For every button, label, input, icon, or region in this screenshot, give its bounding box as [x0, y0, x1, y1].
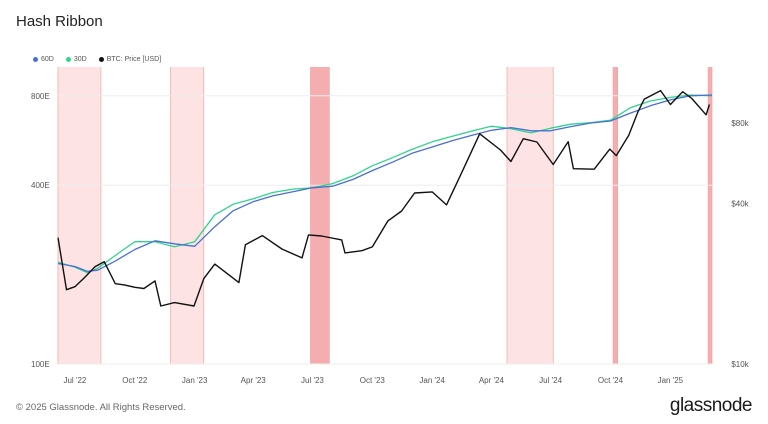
copyright-notice: © 2025 Glassnode. All Rights Reserved.	[16, 402, 186, 413]
legend-swatch-30d	[65, 57, 71, 62]
grid-lines	[58, 95, 712, 365]
legend-item-30d[interactable]: 30D	[65, 56, 87, 63]
legend-item-price[interactable]: BTC: Price [USD]	[98, 56, 162, 63]
x-tick-label-10: Jan '25	[658, 376, 684, 385]
x-tick-label-5: Oct '23	[360, 376, 386, 385]
legend-label-price: BTC: Price [USD]	[106, 56, 162, 63]
capitulation-band-0	[58, 67, 101, 364]
series-line-btc-price-usd	[57, 89, 711, 307]
y-left-tick-label-0: 100E	[31, 360, 50, 369]
capitulation-bands	[57, 67, 713, 364]
x-tick-label-4: Jul '23	[301, 376, 324, 385]
y-right-tick-label-2: $80k	[731, 119, 749, 128]
chart-legend: 60D 30D BTC: Price [USD]	[33, 56, 161, 63]
x-tick-label-1: Oct '22	[122, 376, 148, 385]
y-left-tick-label-2: 800E	[31, 92, 50, 101]
capitulation-band-4	[613, 67, 618, 364]
capitulation-band-3	[507, 67, 554, 364]
x-tick-label-3: Apr '23	[241, 376, 267, 385]
x-tick-label-7: Apr '24	[479, 376, 505, 385]
x-tick-label-0: Jul '22	[63, 376, 86, 385]
x-tick-label-9: Oct '24	[598, 376, 624, 385]
legend-label-30d: 30D	[73, 56, 87, 63]
capitulation-band-5	[708, 67, 712, 364]
legend-swatch-60d	[33, 57, 38, 62]
y-left-tick-label-1: 400E	[31, 181, 50, 190]
capitulation-band-1	[170, 67, 204, 364]
y-axis-right-ticks: $10k $40k $80k	[731, 119, 749, 369]
y-right-tick-label-1: $40k	[731, 199, 749, 208]
chart-title: Hash Ribbon	[16, 13, 103, 30]
legend-item-60d[interactable]: 60D	[33, 56, 54, 63]
glassnode-logo[interactable]: glassnode	[669, 395, 753, 416]
series-line-60d	[57, 94, 713, 273]
legend-swatch-price	[98, 57, 104, 62]
x-tick-label-6: Jan '24	[419, 376, 445, 385]
series-lines	[57, 89, 713, 307]
x-tick-label-8: Jul '24	[539, 376, 562, 385]
x-tick-label-2: Jan '23	[182, 376, 208, 385]
y-right-tick-label-0: $10k	[731, 360, 749, 369]
x-axis-ticks: Jul '22 Oct '22 Jan '23 Apr '23 Jul '23 Oct '…	[63, 376, 683, 385]
y-axis-left-ticks: 100E 400E 800E	[31, 92, 50, 369]
legend-label-60d: 60D	[41, 56, 54, 63]
capitulation-band-2	[310, 67, 330, 364]
